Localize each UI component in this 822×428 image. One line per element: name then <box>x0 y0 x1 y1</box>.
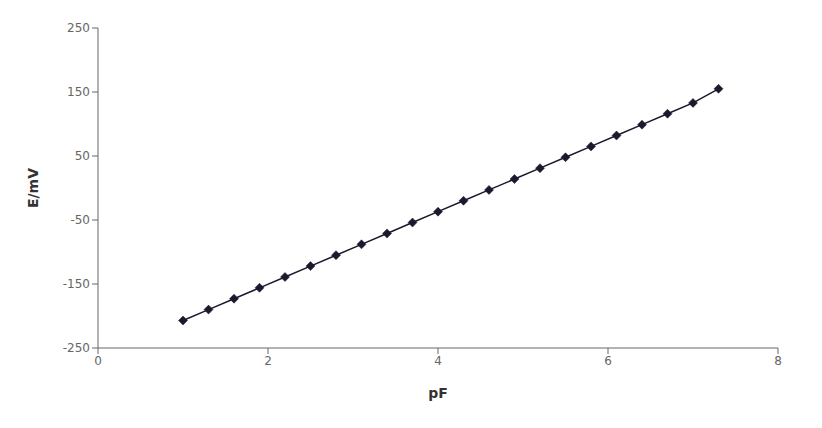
svg-text:4: 4 <box>434 354 442 368</box>
svg-text:150: 150 <box>67 85 90 99</box>
svg-text:-50: -50 <box>70 213 90 227</box>
svg-text:6: 6 <box>604 354 612 368</box>
svg-text:-150: -150 <box>63 277 90 291</box>
svg-text:2: 2 <box>264 354 272 368</box>
svg-text:pF: pF <box>428 385 448 401</box>
svg-text:0: 0 <box>94 354 102 368</box>
svg-text:-250: -250 <box>63 341 90 355</box>
svg-text:250: 250 <box>67 21 90 35</box>
svg-text:E/mV: E/mV <box>25 168 41 208</box>
svg-text:50: 50 <box>75 149 90 163</box>
svg-text:8: 8 <box>774 354 782 368</box>
